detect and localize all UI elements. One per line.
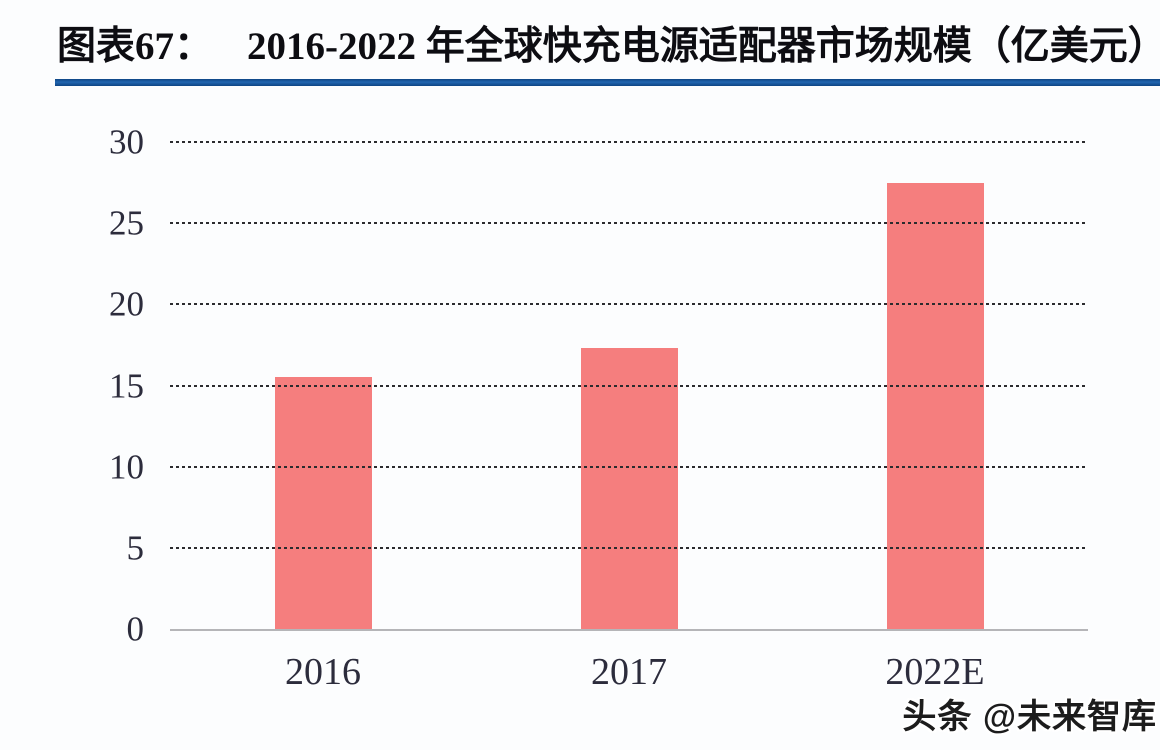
plot-area — [170, 141, 1088, 631]
x-tick-label: 2017 — [591, 651, 667, 693]
watermark: 头条 @未来智库 — [902, 698, 1157, 736]
bar-slot — [170, 142, 476, 629]
bar-2016 — [274, 377, 372, 629]
chart-title: 图表67： 2016-2022 年全球快充电源适配器市场规模（亿美元） — [57, 24, 1160, 70]
chart-title-text: 2016-2022 年全球快充电源适配器市场规模（亿美元） — [247, 25, 1160, 68]
gridline — [170, 546, 1088, 549]
bar-slot — [476, 142, 782, 629]
y-tick-label: 0 — [126, 609, 145, 649]
bar-2022E — [886, 182, 984, 629]
gridline — [170, 141, 1088, 143]
bar-2017 — [580, 348, 678, 629]
gridline — [170, 222, 1088, 225]
title-underline-rule — [55, 79, 1160, 86]
gridline — [170, 303, 1088, 306]
bar-slot — [782, 142, 1088, 629]
y-tick-label: 30 — [109, 122, 144, 162]
y-tick-label: 25 — [109, 203, 144, 243]
figure-number-label: 图表67： — [57, 25, 214, 68]
y-tick-label: 15 — [109, 366, 144, 405]
gridline — [170, 465, 1088, 468]
gridline — [170, 384, 1088, 387]
y-tick-label: 5 — [126, 528, 145, 568]
x-axis-labels: 2016 2017 2022E — [170, 646, 1088, 698]
y-tick-label: 20 — [109, 284, 144, 324]
x-tick-label: 2022E — [885, 651, 985, 693]
y-axis: 0 5 10 15 20 25 30 — [0, 125, 148, 647]
bars-row — [170, 142, 1088, 629]
x-tick-label: 2016 — [285, 651, 361, 693]
y-tick-label: 10 — [109, 447, 144, 487]
